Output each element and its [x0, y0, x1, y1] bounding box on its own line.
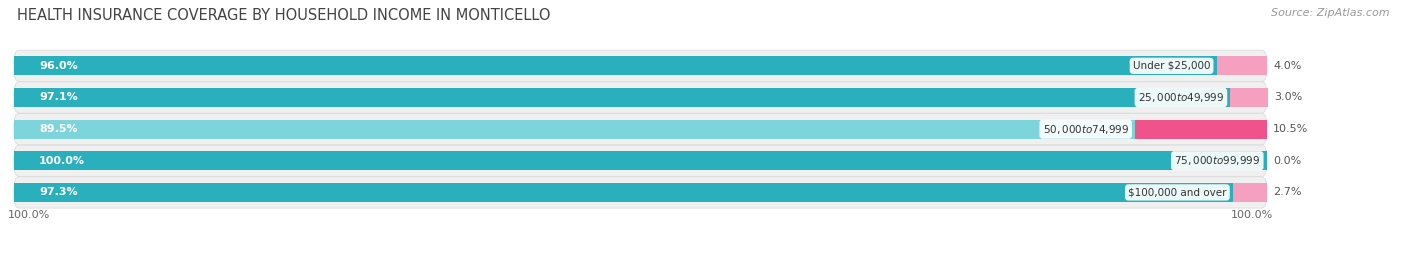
Text: 97.3%: 97.3% [39, 187, 77, 197]
Bar [14, 120, 1135, 139]
FancyBboxPatch shape [14, 145, 1267, 176]
Bar [14, 88, 1230, 107]
Text: 2.7%: 2.7% [1272, 187, 1302, 197]
Text: $100,000 and over: $100,000 and over [1128, 187, 1226, 197]
FancyBboxPatch shape [14, 177, 1267, 208]
Text: 0.0%: 0.0% [1272, 156, 1301, 166]
Text: 3.0%: 3.0% [1274, 93, 1302, 102]
Text: $25,000 to $49,999: $25,000 to $49,999 [1137, 91, 1225, 104]
Text: $75,000 to $99,999: $75,000 to $99,999 [1174, 154, 1260, 167]
Text: 100.0%: 100.0% [39, 156, 86, 166]
Bar [1135, 120, 1267, 139]
Bar [14, 151, 1267, 170]
Text: 100.0%: 100.0% [1230, 210, 1272, 220]
Text: $50,000 to $74,999: $50,000 to $74,999 [1043, 123, 1129, 136]
Text: 89.5%: 89.5% [39, 124, 77, 134]
Text: HEALTH INSURANCE COVERAGE BY HOUSEHOLD INCOME IN MONTICELLO: HEALTH INSURANCE COVERAGE BY HOUSEHOLD I… [17, 8, 550, 23]
Text: 100.0%: 100.0% [8, 210, 51, 220]
Text: 97.1%: 97.1% [39, 93, 77, 102]
Text: 4.0%: 4.0% [1272, 61, 1302, 71]
Text: Under $25,000: Under $25,000 [1133, 61, 1211, 71]
Text: 10.5%: 10.5% [1272, 124, 1308, 134]
Bar [1230, 88, 1268, 107]
Bar [1233, 183, 1267, 202]
Text: 96.0%: 96.0% [39, 61, 77, 71]
FancyBboxPatch shape [14, 114, 1267, 145]
Bar [14, 56, 1216, 75]
Bar [1216, 56, 1267, 75]
FancyBboxPatch shape [14, 82, 1267, 113]
Text: Source: ZipAtlas.com: Source: ZipAtlas.com [1271, 8, 1389, 18]
FancyBboxPatch shape [14, 50, 1267, 82]
Bar [14, 183, 1233, 202]
